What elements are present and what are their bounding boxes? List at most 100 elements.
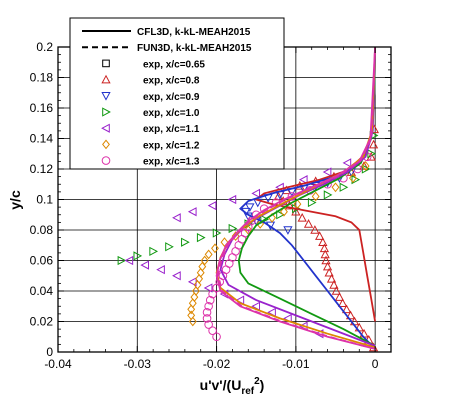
data-marker	[172, 213, 181, 223]
y-tick-label: 0.06	[30, 254, 54, 268]
data-marker	[140, 260, 150, 270]
data-marker	[202, 314, 212, 323]
data-marker	[205, 295, 215, 305]
data-marker	[133, 251, 143, 261]
data-marker	[198, 261, 207, 272]
legend-marker-symbol	[101, 156, 111, 165]
data-marker	[156, 265, 165, 275]
data-marker	[204, 320, 213, 329]
legend-label: exp, x/c=1.3	[143, 157, 200, 168]
data-marker	[322, 167, 332, 177]
legend-label: CFL3D, k-kL-MEAH2015	[137, 27, 251, 38]
data-marker	[349, 173, 357, 184]
data-marker	[212, 332, 221, 342]
legend-label: exp, x/c=0.9	[143, 92, 200, 103]
data-marker	[341, 304, 352, 314]
data-marker	[124, 255, 134, 266]
legend-label: exp, x/c=0.65	[143, 59, 205, 70]
legend-marker-symbol	[101, 123, 110, 133]
data-marker	[220, 237, 229, 248]
data-marker	[190, 292, 199, 302]
data-marker	[208, 326, 217, 335]
data-marker	[195, 273, 204, 284]
y-tick-label: 0.14	[30, 132, 54, 146]
data-marker	[322, 261, 333, 271]
data-marker	[321, 255, 331, 265]
data-marker	[297, 212, 307, 222]
data-marker	[172, 271, 181, 281]
data-marker	[245, 203, 255, 212]
data-marker	[203, 283, 213, 293]
marker-series	[124, 158, 352, 339]
data-marker	[181, 237, 190, 247]
data-marker	[315, 231, 325, 240]
y-tick-label: 0.08	[30, 223, 54, 237]
data-marker	[329, 280, 339, 289]
legend-box	[69, 17, 285, 170]
data-marker	[260, 214, 270, 224]
data-marker	[342, 158, 352, 168]
data-marker	[298, 175, 308, 185]
data-marker	[307, 197, 317, 208]
data-marker	[193, 280, 202, 290]
data-marker	[188, 298, 197, 309]
data-marker	[228, 223, 238, 234]
data-marker	[338, 298, 348, 307]
legend-marker-symbol	[101, 74, 111, 84]
data-marker	[211, 243, 219, 254]
data-marker	[267, 307, 276, 317]
data-marker	[204, 249, 213, 260]
data-marker	[320, 249, 330, 259]
data-marker	[212, 228, 222, 238]
data-marker	[117, 255, 127, 266]
legend-label: FUN3D, k-kL-MEAH2015	[137, 43, 252, 54]
data-marker	[310, 225, 320, 234]
data-marker	[187, 310, 196, 321]
y-tick-label: 0.02	[30, 315, 54, 329]
legend-marker-symbol	[101, 92, 111, 101]
data-marker	[244, 225, 253, 235]
data-marker	[200, 255, 209, 266]
data-marker	[276, 210, 285, 220]
data-marker	[361, 164, 371, 174]
data-marker	[192, 286, 200, 296]
y-tick-label: 0	[46, 345, 53, 359]
data-marker	[283, 226, 293, 235]
legend-marker-symbol	[102, 59, 110, 68]
data-marker	[368, 139, 379, 149]
data-marker	[367, 149, 377, 159]
data-marker	[204, 301, 213, 311]
data-marker	[149, 246, 159, 256]
y-tick-label: 0.16	[30, 101, 54, 115]
marker-series	[187, 161, 370, 327]
data-marker	[187, 304, 196, 315]
legend: CFL3D, k-kL-MEAH2015 FUN3D, k-kL-MEAH2015…	[69, 17, 285, 170]
legend-label: exp, x/c=0.8	[143, 76, 200, 87]
y-tick-label: 0.2	[36, 40, 53, 54]
axis-ticks: -0.04 -0.03 -0.02 -0.01 0 0 0.02 0.04 0.06 0.08 0.…	[30, 40, 391, 371]
legend-label: exp, x/c=1.2	[143, 140, 200, 151]
data-marker	[196, 232, 206, 243]
data-marker	[331, 286, 341, 295]
series-line	[217, 46, 376, 350]
data-marker	[318, 237, 328, 246]
data-marker	[311, 191, 320, 202]
legend-label: exp, x/c=1.1	[143, 124, 200, 135]
data-marker	[324, 267, 334, 277]
data-marker	[323, 190, 333, 200]
data-marker	[339, 182, 349, 192]
data-marker	[202, 308, 212, 317]
legend-label: exp, x/c=1.0	[143, 108, 200, 119]
legend-marker-symbol	[102, 107, 111, 117]
data-marker	[319, 243, 330, 253]
data-marker	[280, 206, 288, 217]
data-marker	[326, 273, 337, 283]
data-marker	[188, 316, 197, 327]
data-marker	[187, 207, 197, 217]
x-tick-label: -0.04	[44, 357, 72, 371]
data-marker	[345, 310, 356, 320]
data-marker	[334, 292, 345, 301]
data-marker	[207, 200, 217, 211]
data-marker	[251, 301, 261, 311]
y-tick-label: 0.04	[30, 284, 54, 298]
